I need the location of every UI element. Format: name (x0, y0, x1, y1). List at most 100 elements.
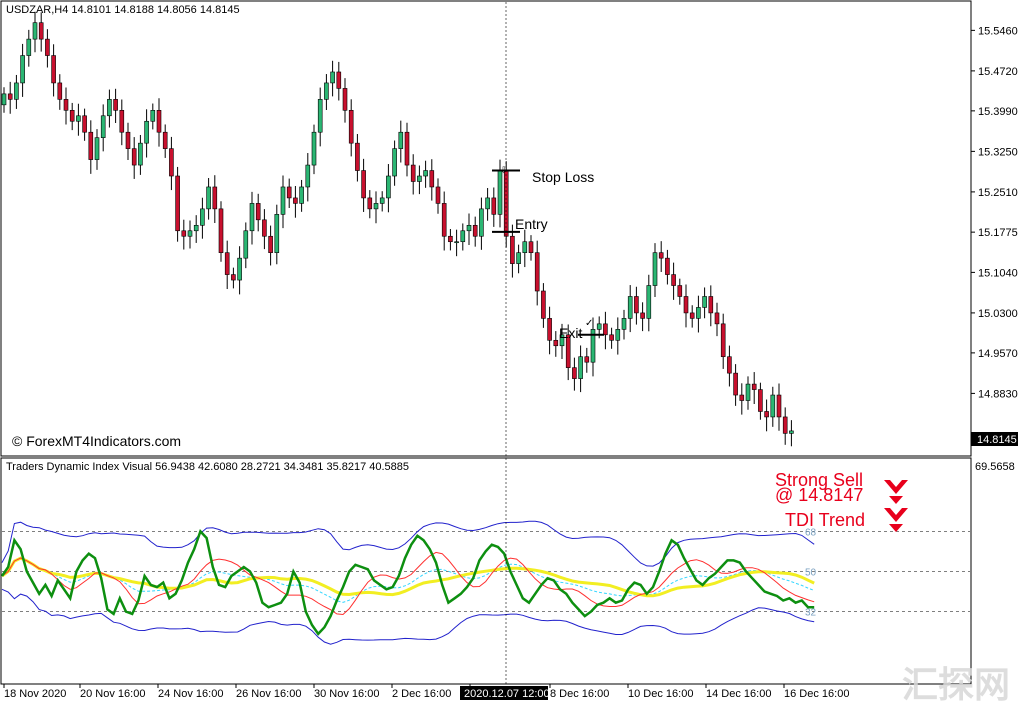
candle-body (640, 312, 645, 319)
candle-body (51, 55, 56, 84)
candle-body (584, 356, 590, 363)
candle-body (627, 296, 633, 319)
candle-body (404, 131, 410, 166)
candle-body (739, 394, 745, 401)
candle-body (63, 99, 69, 111)
candle-body (417, 175, 422, 182)
candle-body (466, 224, 472, 232)
candle-body (361, 170, 366, 199)
candle-body (634, 296, 639, 314)
candle-body (379, 197, 385, 204)
price-tick-label: 15.4720 (978, 66, 1018, 78)
candle-body (590, 329, 596, 363)
candle-body (175, 175, 180, 232)
candle-body (107, 99, 112, 117)
signal-text-strong-sell: Strong Sell (775, 470, 863, 490)
candle-body (280, 186, 286, 215)
stop-arrow-icon: ⇩ (500, 165, 508, 175)
candle-body (305, 164, 311, 188)
candle-body (286, 186, 292, 199)
stop-loss-label: Stop Loss (532, 169, 594, 185)
candle-body (565, 334, 571, 368)
candle-body (206, 186, 211, 210)
current-price-box (971, 432, 1018, 446)
entry-label: Entry (515, 216, 548, 232)
indicator-header: Traders Dynamic Index Visual 56.9438 42.… (6, 461, 409, 473)
candle-body (398, 131, 404, 149)
candle-body (410, 164, 416, 182)
candle-body (677, 285, 683, 297)
candle-body (38, 22, 44, 40)
candle-body (714, 312, 720, 325)
candle-body (435, 186, 441, 204)
time-tick-label: 14 Dec 16:00 (706, 688, 771, 700)
time-axis: 18 Nov 2020 20 Nov 16:00 24 Nov 16:00 26 No… (3, 684, 849, 700)
candle-body (231, 274, 236, 281)
time-tick-label: 24 Nov 16:00 (158, 688, 223, 700)
time-tick-label: 20 Nov 16:00 (80, 688, 145, 700)
candle-body (448, 235, 453, 243)
price-tick-label: 15.1775 (978, 227, 1018, 239)
candle-body (88, 131, 94, 160)
watermark-text: © ForexMT4Indicators.com (12, 433, 181, 449)
candle-body (348, 110, 354, 144)
candle-body (386, 175, 391, 199)
candle-body (156, 110, 162, 133)
candle-body (299, 186, 304, 204)
candle-body (727, 356, 732, 374)
candle-body (342, 88, 348, 111)
exit-label: Exit (559, 325, 582, 341)
candle-body (596, 323, 602, 330)
candle-body (113, 99, 118, 111)
candle-body (324, 82, 329, 100)
candle-body (671, 274, 676, 286)
crosshair-time-box (460, 686, 548, 700)
candle-body (522, 241, 528, 253)
candle-body (311, 131, 317, 166)
svg-text:✓: ✓ (585, 318, 593, 329)
price-tick-label: 14.9570 (978, 348, 1018, 360)
candle-body (708, 296, 714, 314)
price-axis: 14.8145 15.5460 15.4720 15.3990 15.3250 15.2… (971, 25, 1018, 446)
tdi-rsi-price-line (0, 529, 815, 636)
candle-body (696, 307, 701, 319)
time-tick-label: 10 Dec 16:00 (628, 688, 693, 700)
candle-body (57, 82, 63, 100)
candle-body (491, 197, 497, 215)
candle-body (683, 296, 689, 314)
candle-body (485, 197, 490, 210)
candle-body (454, 241, 459, 244)
check-icon: ✓ (585, 318, 593, 329)
candle-body (770, 394, 776, 418)
time-tick-label: 18 Nov 2020 (4, 688, 66, 700)
candle-body (745, 383, 751, 401)
candle-body (689, 312, 695, 319)
candle-body (441, 203, 447, 237)
candle-body (392, 148, 397, 177)
main-header: USDZAR,H4 14.8101 14.8188 14.8056 14.814… (6, 4, 240, 16)
candle-body (510, 235, 515, 264)
candle-body (534, 252, 540, 292)
candle-body (162, 131, 168, 149)
signal-text-price: @ 14.8147 (775, 485, 863, 505)
candle-body (646, 285, 652, 319)
candle-body (516, 252, 521, 264)
candle-body (82, 115, 87, 133)
candle-body (212, 186, 218, 210)
candle-body (26, 38, 32, 56)
candle-body (733, 372, 738, 396)
candle-body (14, 82, 19, 100)
candle-body (429, 170, 435, 188)
candle-body (224, 252, 230, 275)
candle-body (94, 137, 100, 160)
indicator-pane[interactable]: 68 50 32 Traders Dynamic Index Visual 56.9… (0, 457, 1015, 685)
time-tick-label: 30 Nov 16:00 (314, 688, 379, 700)
candle-body (131, 148, 137, 166)
candle-body (169, 148, 174, 177)
candle-body (1, 93, 7, 106)
candle-body (758, 389, 763, 412)
candle-body (665, 257, 670, 275)
candle-body (144, 120, 149, 144)
